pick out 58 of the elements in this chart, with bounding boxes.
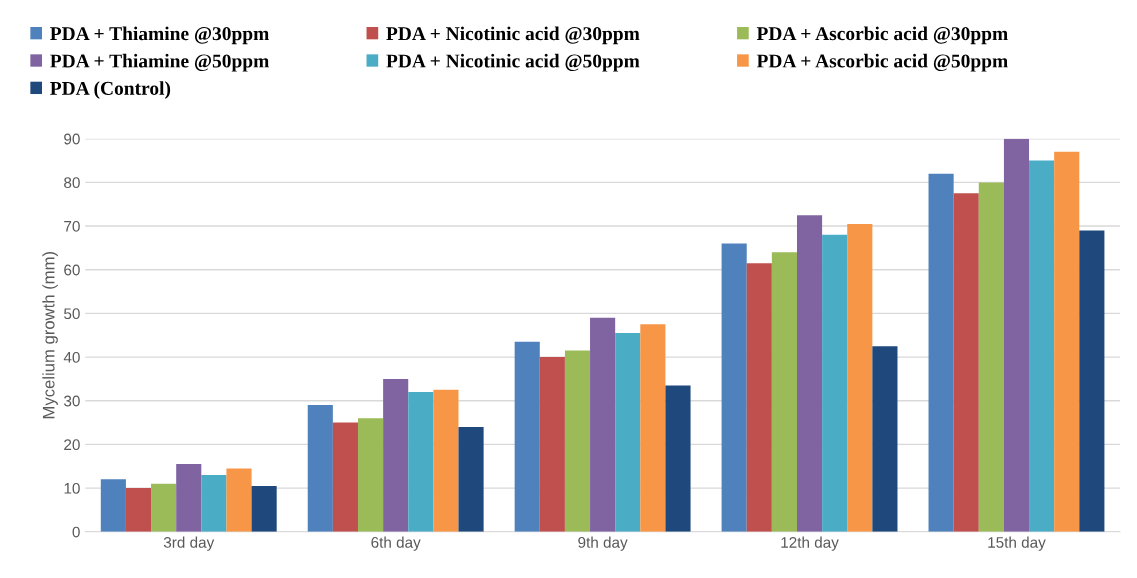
bar (665, 385, 691, 532)
bar (383, 378, 409, 532)
bar (539, 357, 565, 532)
y-tick-label: 70 (64, 220, 80, 232)
bar (251, 485, 277, 532)
legend-label: PDA + Nicotinic acid @50ppm (386, 53, 640, 72)
y-tick-label: 80 (64, 177, 80, 189)
x-tick-label: 15th day (988, 536, 1046, 551)
bar (1054, 151, 1080, 532)
legend-label: PDA (Control) (50, 81, 171, 99)
y-tick-label: 10 (64, 482, 80, 494)
legend-label: PDA + Thiamine @30ppm (50, 26, 269, 45)
y-tick-label: 60 (64, 264, 80, 276)
legend-label: PDA + Ascorbic acid @30ppm (756, 26, 1008, 45)
bar (978, 182, 1004, 532)
y-tick-label: 90 (64, 133, 80, 145)
bar (1079, 230, 1105, 532)
legend-label: PDA + Nicotinic acid @30ppm (386, 26, 640, 45)
bar (458, 426, 484, 532)
bar (332, 422, 358, 532)
bar (721, 243, 747, 532)
bar (1029, 160, 1055, 532)
x-tick-label: 3rd day (163, 536, 215, 551)
bar (640, 324, 666, 532)
bar (307, 405, 333, 532)
bar (226, 468, 252, 532)
bar (872, 346, 898, 532)
bar (822, 234, 848, 532)
bar (564, 350, 591, 532)
bar (201, 474, 227, 532)
x-tick-label: 9th day (578, 536, 628, 551)
y-tick-label: 30 (64, 395, 80, 407)
bar (928, 173, 954, 532)
y-tick-label: 20 (64, 439, 80, 451)
bar (1003, 138, 1030, 532)
bar (433, 389, 459, 532)
bar (151, 483, 177, 532)
bar (771, 252, 797, 532)
x-tick-label: 6th day (371, 536, 421, 551)
y-tick-label: 0 (72, 526, 80, 538)
x-tick-label: 12th day (781, 536, 839, 551)
bar (408, 392, 434, 532)
bar (953, 193, 979, 532)
bar (746, 263, 772, 532)
y-axis-title: Mycelium growth (mm) (42, 252, 58, 419)
bar (847, 223, 873, 532)
bar (615, 333, 641, 532)
legend-label: PDA + Thiamine @50ppm (50, 53, 269, 72)
bar (796, 215, 823, 532)
y-tick-label: 50 (64, 308, 80, 320)
bar (100, 479, 126, 532)
legend-label: PDA + Ascorbic acid @50ppm (756, 53, 1008, 72)
y-tick-label: 40 (63, 351, 80, 363)
bar (357, 418, 384, 532)
bar (125, 488, 152, 532)
bar (176, 464, 202, 532)
bar (514, 341, 540, 532)
bar (590, 317, 616, 532)
